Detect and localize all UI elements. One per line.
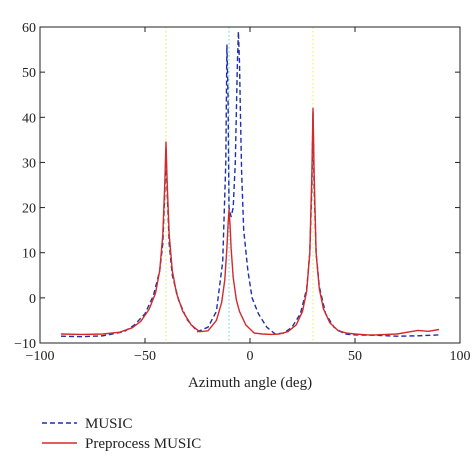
y-tick-label: 50: [22, 66, 36, 81]
reference-lines: [165, 27, 314, 343]
y-tick-label: 60: [22, 21, 36, 36]
y-axis: −10 0 10 20 30 40 50 60: [14, 21, 460, 352]
y-tick-label: 0: [29, 292, 36, 307]
legend-label-0: MUSIC: [85, 416, 133, 432]
series-line-1: [60, 107, 440, 336]
legend: MUSIC Preprocess MUSIC: [42, 416, 201, 452]
x-tick-label: −50: [134, 349, 156, 364]
y-tick-label: 10: [22, 247, 36, 262]
y-tick-label: 30: [22, 156, 36, 171]
x-tick-label: 100: [450, 349, 471, 364]
x-tick-label: 0: [247, 349, 254, 364]
x-tick-label: 50: [348, 349, 362, 364]
y-tick-label: 20: [22, 202, 36, 217]
y-tick-label: −10: [14, 337, 36, 352]
x-axis: −100 −50 0 50 100: [26, 27, 471, 364]
series-line-0: [60, 30, 440, 338]
plot-frame: [39, 26, 461, 344]
x-tick-label: −100: [26, 349, 55, 364]
x-axis-title: Azimuth angle (deg): [188, 375, 312, 391]
series-layer: [60, 30, 440, 338]
y-tick-label: 40: [22, 111, 36, 126]
legend-label-1: Preprocess MUSIC: [85, 436, 201, 452]
